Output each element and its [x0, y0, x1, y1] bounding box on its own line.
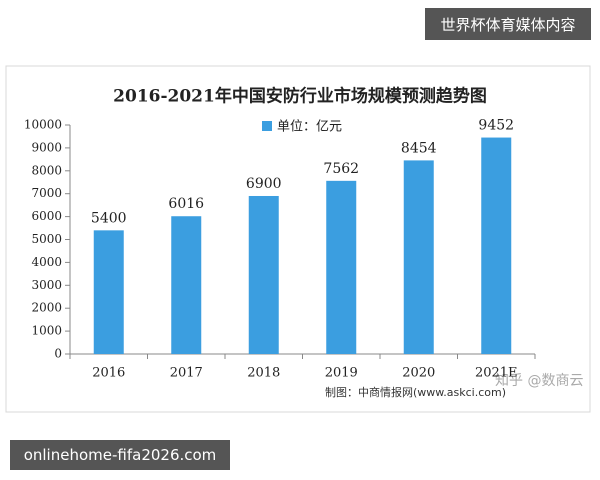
y-tick-label: 10000	[24, 118, 62, 132]
y-tick-label: 0	[54, 347, 62, 361]
y-tick-label: 5000	[31, 232, 62, 246]
y-tick-label: 8000	[31, 163, 62, 177]
y-tick-label: 2000	[31, 301, 62, 315]
y-tick-label: 9000	[31, 140, 62, 154]
y-tick-label: 7000	[31, 186, 62, 200]
legend-swatch	[262, 121, 272, 131]
bar	[93, 230, 124, 354]
bar	[248, 195, 279, 354]
y-tick-label: 1000	[31, 324, 62, 338]
chart-title: 2016-2021年中国安防行业市场规模预测趋势图	[113, 86, 487, 107]
y-tick-label: 4000	[31, 255, 62, 269]
legend-label: 单位：亿元	[277, 120, 342, 135]
x-tick-label: 2017	[170, 366, 203, 381]
top-badge: 世界杯体育媒体内容	[425, 8, 591, 40]
bar	[403, 160, 434, 354]
data-label: 6900	[246, 176, 282, 192]
bar	[481, 137, 512, 354]
watermark: 知乎 @数商云	[495, 372, 583, 389]
bar	[171, 216, 202, 354]
x-tick-label: 2021E	[475, 366, 518, 381]
x-tick-label: 2016	[92, 366, 125, 381]
data-label: 8454	[401, 140, 437, 156]
data-label: 7562	[323, 161, 359, 177]
source: 制图：中商情报网(www.askci.com)	[325, 385, 506, 399]
data-label: 5400	[91, 210, 127, 226]
data-label: 6016	[168, 196, 204, 212]
x-tick-label: 2018	[247, 366, 280, 381]
y-tick-label: 3000	[31, 278, 62, 292]
bar	[326, 180, 357, 354]
x-tick-label: 2019	[325, 366, 358, 381]
data-label: 9452	[478, 118, 514, 134]
x-tick-label: 2020	[402, 366, 435, 381]
bottom-badge: onlinehome-fifa2026.com	[10, 440, 230, 470]
y-tick-label: 6000	[31, 209, 62, 223]
